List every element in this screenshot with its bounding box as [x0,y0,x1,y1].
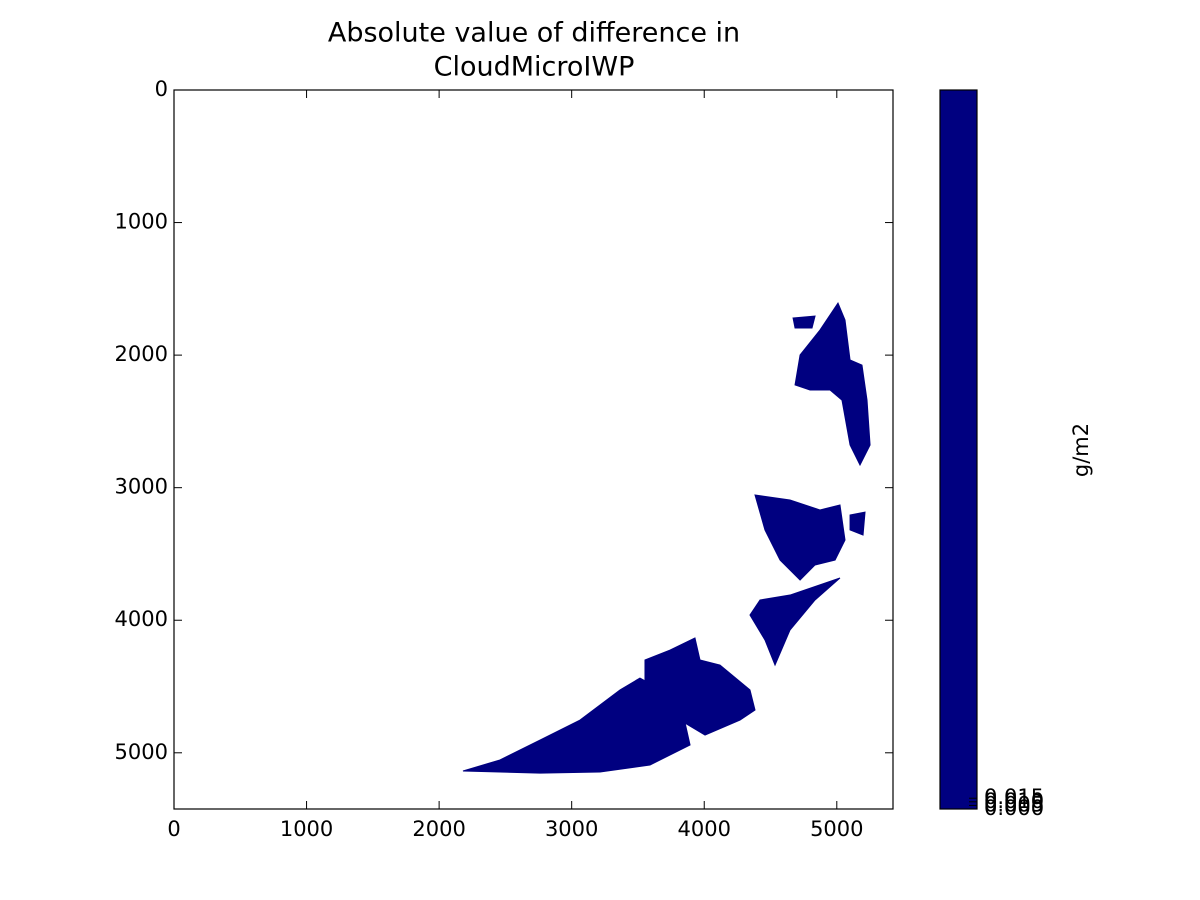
colorbar-tick-label: 0.015 [984,785,1044,809]
x-tick-label: 5000 [810,817,863,841]
data-region [749,577,841,667]
colorbar-tick-label: 0.000 [984,796,1044,820]
colorbar-tick-label: 0.010 [984,789,1044,813]
plot-frame [173,89,894,810]
x-tick-label: 4000 [678,817,731,841]
colorbar [939,89,978,810]
colorbar-tick-label: 0.005 [984,792,1044,816]
data-region [794,301,871,467]
data-region [849,511,866,536]
y-tick-label: 5000 [115,740,168,764]
y-tick-label: 3000 [115,475,168,499]
chart-title: CloudMicroIWP [434,52,635,83]
x-tick-label: 0 [167,817,180,841]
data-region [792,315,816,329]
x-tick-label: 1000 [280,817,333,841]
x-tick-label: 3000 [545,817,598,841]
y-tick-label: 2000 [115,342,168,366]
y-tick-label: 0 [155,77,168,101]
y-tick-label: 1000 [115,210,168,234]
colorbar-label: g/m2 [1069,423,1093,477]
data-region [754,494,846,581]
chart-title: Absolute value of difference in [328,18,740,49]
y-tick-label: 4000 [115,607,168,631]
x-tick-label: 2000 [412,817,465,841]
data-region [644,637,756,736]
